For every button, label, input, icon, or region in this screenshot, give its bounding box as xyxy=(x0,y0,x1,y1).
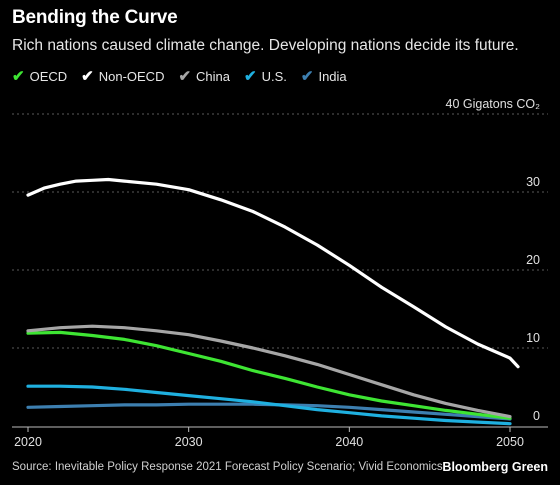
legend: ✔ OECD ✔ Non-OECD ✔ China ✔ U.S. ✔ India xyxy=(12,69,361,84)
legend-label-us: U.S. xyxy=(261,69,287,84)
series-line-india xyxy=(26,402,512,421)
legend-label-oecd: OECD xyxy=(29,69,68,84)
legend-item-non-oecd: ✔ Non-OECD xyxy=(81,69,164,84)
x-tick-label: 2030 xyxy=(175,435,203,449)
y-tick-label: 0 xyxy=(533,409,540,423)
series-line-u-s xyxy=(26,384,512,426)
legend-item-india: ✔ India xyxy=(301,69,347,84)
x-tick-label: 2020 xyxy=(14,435,42,449)
series-line-china xyxy=(26,324,512,419)
brand-logo: Bloomberg Green xyxy=(442,460,548,474)
checkmark-icon: ✔ xyxy=(81,68,94,85)
y-tick-label: 30 xyxy=(526,175,540,189)
y-tick-label: 20 xyxy=(526,253,540,267)
y-axis-unit-label: 40 Gigatons CO₂ xyxy=(446,97,541,111)
x-tick-label: 2050 xyxy=(496,435,524,449)
legend-label-non-oecd: Non-OECD xyxy=(98,69,165,84)
legend-label-china: China xyxy=(196,69,231,84)
legend-label-india: India xyxy=(318,69,347,84)
checkmark-icon: ✔ xyxy=(300,68,314,85)
series-line-non-oecd xyxy=(26,177,520,369)
source-note: Source: Inevitable Policy Response 2021 … xyxy=(12,461,443,473)
legend-item-china: ✔ China xyxy=(178,69,230,84)
series-line-oecd xyxy=(26,330,512,420)
chart-title: Bending the Curve xyxy=(12,7,178,28)
legend-item-us: ✔ U.S. xyxy=(244,69,287,84)
checkmark-icon: ✔ xyxy=(178,68,192,85)
checkmark-icon: ✔ xyxy=(12,68,25,85)
x-tick-label: 2040 xyxy=(335,435,363,449)
legend-item-oecd: ✔ OECD xyxy=(12,69,67,84)
chart-subtitle: Rich nations caused climate change. Deve… xyxy=(12,37,519,54)
checkmark-icon: ✔ xyxy=(244,68,257,85)
y-tick-label: 10 xyxy=(526,331,540,345)
